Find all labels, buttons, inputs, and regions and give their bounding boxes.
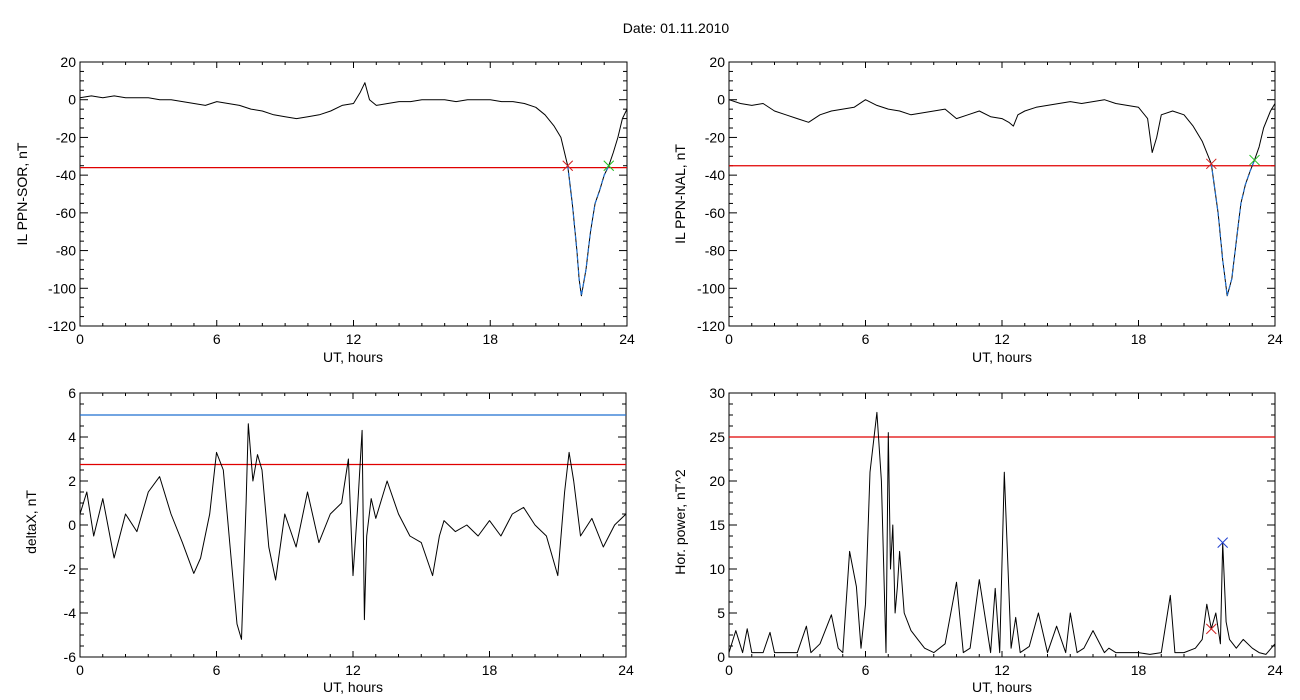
x-tick-label: 24 [1267, 331, 1283, 347]
ylabel-power: Hor. power, nT^2 [672, 469, 688, 575]
marker-stroke [1205, 623, 1217, 635]
xlabel-deltax: UT, hours [323, 679, 383, 695]
y-tick-label: 0 [717, 92, 725, 108]
y-tick-label: 0 [68, 92, 76, 108]
x-tick-label: 24 [619, 331, 635, 347]
panel-power: Hor. power, nT^2 UT, hours 0 6 12 18 24 30 25 2… [672, 385, 1283, 695]
y-tick-label: -60 [705, 205, 725, 221]
y-tick-label: -4 [64, 605, 77, 621]
panel-nal: IL PPN-NAL, nT UT, hours 0 6 12 18 24 20 0 -20 -… [672, 54, 1283, 365]
xlabel-nal: UT, hours [972, 349, 1032, 365]
y-tick-label: -100 [48, 280, 76, 296]
series-line [79, 82, 628, 297]
panel-sor: IL PPN-SOR, nT UT, hours 0 6 12 18 24 20 0 -20 -… [14, 54, 635, 365]
x-tick-label: 12 [346, 331, 362, 347]
y-tick-label: 20 [60, 54, 76, 70]
series-line [79, 423, 627, 640]
x-tick-label: 18 [1131, 331, 1147, 347]
y-tick-label: -2 [64, 561, 77, 577]
date-label: Date: 01.11.2010 [623, 20, 730, 36]
ylabel-nal: IL PPN-NAL, nT [672, 144, 688, 244]
series-line [728, 99, 1276, 297]
plot-frame [728, 392, 1276, 658]
marker-stroke [1205, 158, 1217, 170]
y-tick-label: -20 [56, 129, 76, 145]
marker-stroke [603, 160, 615, 172]
plot-frame [728, 61, 1276, 327]
y-tick-label: -80 [705, 243, 725, 259]
y-tick-label: -120 [697, 318, 725, 334]
y-tick-label: 0 [68, 517, 76, 533]
y-tick-label: 4 [68, 429, 76, 445]
y-tick-label: 20 [709, 473, 725, 489]
cross-marker [603, 160, 615, 172]
x-tick-label: 24 [1267, 662, 1283, 678]
x-tick-label: 12 [345, 662, 361, 678]
cross-marker [1205, 158, 1217, 170]
y-tick-label: 20 [709, 54, 725, 70]
x-tick-label: 18 [1131, 662, 1147, 678]
y-tick-label: 6 [68, 385, 76, 401]
cross-marker [1217, 537, 1229, 548]
y-tick-label: 5 [717, 605, 725, 621]
ylabel-deltax: deltaX, nT [23, 490, 39, 554]
x-tick-label: 12 [994, 662, 1010, 678]
x-tick-label: 18 [482, 662, 498, 678]
y-tick-label: -40 [705, 167, 725, 183]
xlabel-sor: UT, hours [323, 349, 383, 365]
x-tick-label: 6 [213, 662, 221, 678]
y-tick-label: 25 [709, 429, 725, 445]
x-tick-label: 6 [862, 662, 870, 678]
y-tick-label: -80 [56, 243, 76, 259]
x-tick-label: 12 [994, 331, 1010, 347]
marker-stroke [1249, 154, 1260, 166]
y-tick-label: 0 [717, 649, 725, 665]
highlight-segment [1210, 159, 1256, 296]
cross-marker [562, 160, 574, 172]
x-tick-label: 0 [725, 331, 733, 347]
marker-stroke [1217, 537, 1229, 548]
y-tick-label: -20 [705, 129, 725, 145]
x-tick-label: 6 [862, 331, 870, 347]
y-tick-label: -40 [56, 167, 76, 183]
ylabel-sor: IL PPN-SOR, nT [14, 142, 30, 245]
y-tick-label: -100 [697, 280, 725, 296]
x-tick-label: 18 [482, 331, 498, 347]
series-line [728, 411, 1276, 655]
cross-marker [1205, 623, 1217, 635]
cross-marker [1249, 154, 1260, 166]
panel-deltax: deltaX, nT UT, hours 0 6 12 18 24 6 4 2 0 -2 -4 -6 [23, 385, 634, 695]
y-tick-label: -6 [64, 649, 77, 665]
y-tick-label: 10 [709, 561, 725, 577]
y-tick-label: 2 [68, 473, 76, 489]
x-tick-label: 0 [76, 331, 84, 347]
highlight-segment [567, 165, 610, 296]
y-tick-label: 30 [709, 385, 725, 401]
x-tick-label: 0 [725, 662, 733, 678]
x-tick-label: 0 [76, 662, 84, 678]
y-tick-label: 15 [709, 517, 725, 533]
x-tick-label: 24 [618, 662, 634, 678]
marker-stroke [562, 160, 574, 172]
y-tick-label: -60 [56, 205, 76, 221]
y-tick-label: -120 [48, 318, 76, 334]
plot-frame [79, 392, 627, 658]
plot-frame [79, 61, 628, 327]
xlabel-power: UT, hours [972, 679, 1032, 695]
x-tick-label: 6 [213, 331, 221, 347]
